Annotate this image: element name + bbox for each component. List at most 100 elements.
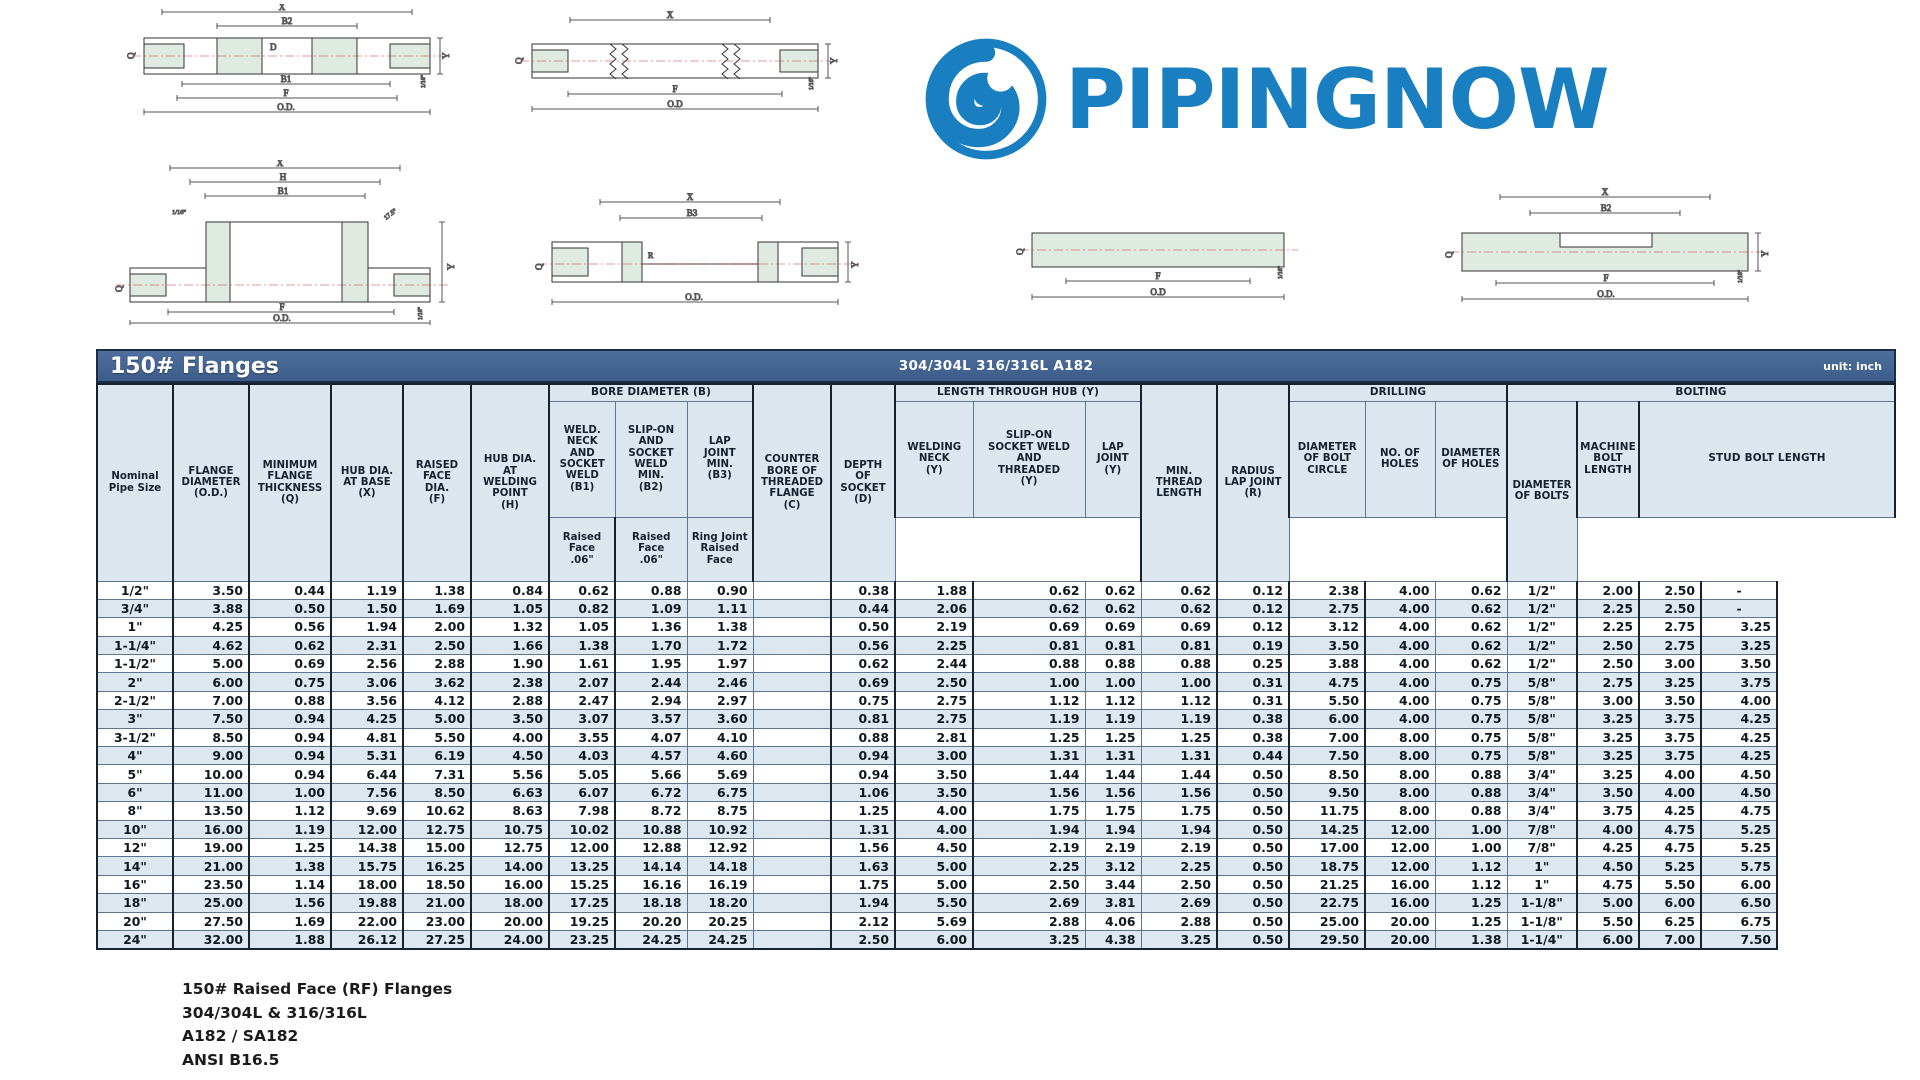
cell-value: 3.44: [1084, 874, 1142, 895]
cell-value: 0.44: [248, 580, 332, 600]
cell-value: 8.75: [686, 801, 754, 821]
cell-value: 0.88: [1084, 654, 1142, 674]
cell-value: [752, 764, 832, 784]
cell-value: 0.38: [1216, 709, 1290, 729]
cell-value: 8.50: [402, 782, 472, 803]
cell-value: 5.05: [548, 764, 616, 784]
cell-value: 1.56: [1084, 782, 1142, 803]
cell-value: 4.00: [1364, 690, 1436, 711]
cell-value: 0.88: [1140, 654, 1218, 674]
cell-value: 0.62: [1084, 580, 1142, 600]
cell-value: [752, 893, 832, 913]
cell-value: 1.14: [248, 874, 332, 895]
cell-value: 0.25: [1216, 654, 1290, 674]
th-slip-on-socket-weld-min-b2: SLIP-ON AND SOCKET WELD MIN. (B2): [614, 400, 688, 518]
cell-value: 3.25: [972, 929, 1086, 950]
cell-value: -: [1700, 580, 1779, 600]
cell-value: 16.00: [1364, 893, 1436, 913]
footer-notes: 150# Raised Face (RF) Flanges 304/304L &…: [182, 978, 452, 1072]
cell-nominal-pipe-size: 3/4": [96, 598, 174, 619]
cell-value: 2.50: [402, 635, 472, 656]
cell-value: 2.56: [330, 654, 404, 674]
cell-value: 0.88: [972, 654, 1086, 674]
th-welding-neck-y: WELDING NECK (Y): [894, 400, 974, 518]
cell-value: 0.81: [972, 635, 1086, 656]
cell-value: 1.38: [402, 580, 472, 600]
svg-text:B3: B3: [687, 208, 698, 218]
th-group-stud-bolt-length: STUD BOLT LENGTH: [1638, 400, 1896, 518]
cell-value: 3.25: [1638, 672, 1702, 692]
svg-text:1/16": 1/16": [1278, 265, 1284, 279]
cell-value: 19.00: [172, 837, 250, 858]
cell-value: 0.62: [1084, 598, 1142, 619]
cell-value: 5.31: [330, 746, 404, 766]
svg-text:Y: Y: [446, 263, 456, 270]
cell-value: [752, 690, 832, 711]
cell-value: 0.38: [830, 580, 896, 600]
th-hub-dia-at-base: HUB DIA. AT BASE (X): [330, 383, 404, 582]
cell-value: 1.56: [972, 782, 1086, 803]
table-title-bar: 150# Flanges 304/304L 316/316L A182 unit…: [96, 349, 1896, 383]
cell-value: 1.31: [1084, 746, 1142, 766]
cell-value: 2.47: [548, 690, 616, 711]
cell-value: [752, 801, 832, 821]
cell-value: 1.00: [1434, 819, 1508, 839]
svg-text:Y: Y: [829, 57, 839, 64]
cell-value: 12.00: [330, 819, 404, 839]
cell-value: 8.50: [172, 727, 250, 748]
cell-value: 0.75: [830, 690, 896, 711]
cell-value: 4.50: [1576, 856, 1640, 876]
cell-value: 2.38: [470, 672, 550, 692]
cell-value: 0.50: [1216, 856, 1290, 876]
svg-text:Q: Q: [1444, 251, 1454, 258]
cell-value: 3.50: [1576, 782, 1640, 803]
cell-nominal-pipe-size: 3-1/2": [96, 727, 174, 748]
cell-value: 24.25: [686, 929, 754, 950]
cell-value: 5.50: [1576, 911, 1640, 931]
cell-value: 1.25: [248, 837, 332, 858]
cell-value: 0.88: [248, 690, 332, 711]
cell-value: 2.81: [894, 727, 974, 748]
cell-value: 2.12: [830, 911, 896, 931]
cell-value: 1.31: [830, 819, 896, 839]
cell-value: 4.00: [1364, 635, 1436, 656]
cell-value: 1.75: [972, 801, 1086, 821]
cell-value: 5.25: [1700, 819, 1779, 839]
cell-value: 18.20: [686, 893, 754, 913]
cell-value: 0.75: [248, 672, 332, 692]
cell-value: 2.75: [894, 709, 974, 729]
cell-value: 2.97: [686, 690, 754, 711]
cell-value: 0.94: [248, 746, 332, 766]
cell-value: 1.95: [614, 654, 688, 674]
cell-value: 6.19: [402, 746, 472, 766]
cell-value: 4.25: [330, 709, 404, 729]
cell-value: 4.00: [1364, 709, 1436, 729]
cell-value: 3.25: [1700, 617, 1779, 637]
cell-value: 1-1/8": [1506, 911, 1578, 931]
cell-value: 4.00: [1700, 690, 1779, 711]
cell-value: 3/4": [1506, 764, 1578, 784]
cell-value: 9.00: [172, 746, 250, 766]
cell-value: 24.25: [614, 929, 688, 950]
cell-value: 0.81: [830, 709, 896, 729]
cell-value: 1": [1506, 874, 1578, 895]
cell-value: 1.88: [894, 580, 974, 600]
svg-text:X: X: [277, 160, 284, 168]
footer-note-line: A182 / SA182: [182, 1027, 299, 1046]
cell-value: 4.75: [1288, 672, 1366, 692]
cell-value: 1.88: [248, 929, 332, 950]
svg-text:1/16": 1/16": [172, 209, 187, 216]
cell-value: 1.19: [1140, 709, 1218, 729]
flange-dimension-table: 150# Flanges 304/304L 316/316L A182 unit…: [96, 349, 1896, 950]
cell-value: 2.44: [894, 654, 974, 674]
cell-value: 11.75: [1288, 801, 1366, 821]
cell-value: 2.50: [972, 874, 1086, 895]
cell-value: 0.69: [1140, 617, 1218, 637]
cell-value: 0.69: [830, 672, 896, 692]
cell-nominal-pipe-size: 2-1/2": [96, 690, 174, 711]
cell-value: 4.00: [1576, 819, 1640, 839]
drawing-slip-on-flange: X B2 Q D B1 F: [122, 4, 452, 124]
cell-value: 2.07: [548, 672, 616, 692]
cell-value: 0.69: [972, 617, 1086, 637]
cell-value: 2.25: [894, 635, 974, 656]
